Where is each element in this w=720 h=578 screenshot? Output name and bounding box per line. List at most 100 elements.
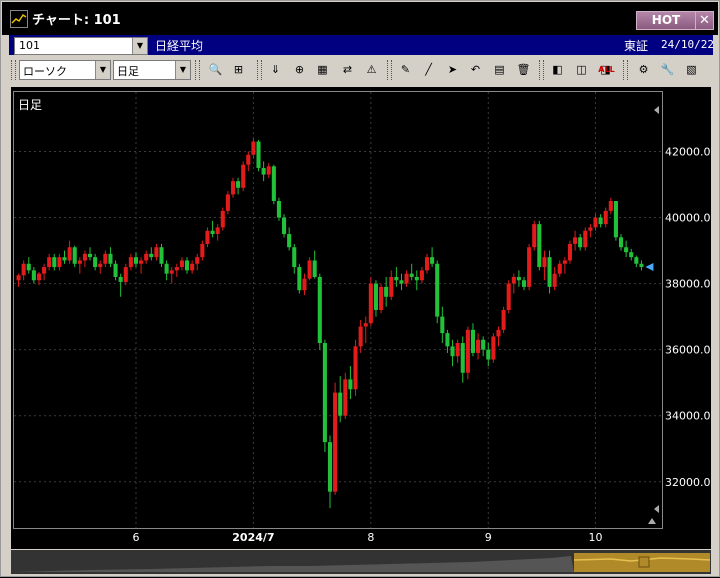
x-tick-label: 2024/7 (232, 531, 274, 544)
all-label[interactable]: ALL (598, 65, 615, 74)
candle-body (338, 392, 343, 416)
candle-body (542, 257, 547, 268)
candlestick-chart[interactable] (14, 92, 662, 528)
candle-body (552, 273, 557, 287)
candle-body (174, 267, 179, 271)
candle-body (455, 343, 460, 357)
chart-type-select[interactable]: ローソク ▼ (19, 60, 111, 80)
exchange-label: 東証 (624, 39, 649, 53)
undo-icon[interactable]: ↶ (470, 63, 481, 76)
y-tick-label: 34000.00 (665, 410, 711, 423)
candle-body (476, 339, 481, 353)
pencil-icon[interactable]: ✎ (400, 63, 411, 76)
candle-body (603, 210, 608, 225)
notes-icon[interactable]: ▤ (494, 63, 505, 76)
mid-range-icon[interactable]: ◫ (576, 63, 587, 76)
chevron-down-icon[interactable]: ▼ (95, 61, 110, 79)
toolbar-grip[interactable] (11, 60, 16, 80)
candle-body (154, 247, 159, 258)
candle-body (521, 280, 527, 287)
candle-body (629, 252, 634, 258)
wrench-icon[interactable]: 🔧 (660, 63, 675, 76)
chart-area[interactable]: 日足 32000.00 34000.00 36000.00 38000.00 40000… (11, 87, 711, 549)
settings-icon[interactable]: ⚙ (638, 63, 649, 76)
price-axis: 32000.00 34000.00 36000.00 38000.00 40000.00… (665, 145, 711, 489)
candle-body (113, 263, 118, 277)
toolbar-grip[interactable] (539, 60, 544, 80)
zoom-icon[interactable]: ⊕ (294, 63, 305, 76)
toolbar-grip[interactable] (257, 60, 262, 80)
candle-body (276, 201, 281, 218)
chart-type-value: ローソク (23, 65, 67, 78)
x-tick-label: 8 (367, 531, 374, 544)
candle-body (16, 275, 21, 281)
candle-body (200, 243, 205, 258)
candle-body (409, 273, 414, 277)
scroll-right-icon (648, 518, 656, 524)
candle-body (47, 257, 52, 268)
hot-button[interactable]: HOT (636, 11, 696, 30)
candle-body (236, 181, 241, 188)
candle-body (379, 286, 384, 310)
grid-icon[interactable]: ▦ (317, 63, 328, 76)
candle-body (62, 257, 67, 261)
period-select[interactable]: 日足 ▼ (113, 60, 191, 80)
symbol-code-combo[interactable]: 101 ▼ (14, 37, 148, 55)
candle-body (527, 247, 532, 287)
candle-body (271, 166, 276, 201)
candle-body (266, 166, 271, 175)
y-tick-label: 32000.00 (665, 476, 711, 489)
candle-body (77, 260, 82, 264)
plot-frame[interactable]: 日足 (13, 91, 663, 529)
x-tick-label: 10 (588, 531, 602, 544)
candle-body (312, 260, 317, 277)
range-navigator[interactable] (11, 550, 711, 574)
chevron-down-icon[interactable]: ▼ (132, 38, 147, 54)
toolbar-grip[interactable] (195, 60, 200, 80)
candle-body (424, 257, 430, 271)
candle-body (613, 201, 618, 238)
candle-body (93, 257, 98, 268)
chevron-down-icon[interactable]: ▼ (175, 61, 190, 79)
candle-body (118, 276, 123, 282)
delete-icon[interactable]: 🗑 (516, 63, 531, 76)
cursor-icon[interactable]: ⊞ (233, 63, 244, 76)
candle-body (618, 237, 624, 248)
toolbar-grip[interactable] (623, 60, 628, 80)
line-icon[interactable]: ╱ (425, 63, 432, 76)
candle-body (368, 283, 373, 324)
close-button[interactable]: ✕ (695, 11, 714, 30)
candle-body (144, 253, 149, 261)
candle-body (210, 230, 215, 235)
candle-body (322, 343, 327, 443)
title-bar[interactable]: チャート: 101 HOT ✕ (2, 2, 718, 35)
candle-body (399, 280, 404, 284)
candle-body (57, 257, 62, 268)
candle-body (639, 263, 644, 268)
right-range-icon[interactable]: ◨ (600, 63, 611, 76)
navigator-handle[interactable] (638, 556, 650, 568)
candle-body (373, 283, 378, 310)
navigator-overview[interactable] (11, 550, 711, 574)
scroll-up-icon (654, 106, 659, 114)
download-icon[interactable]: ⇓ (270, 63, 281, 76)
left-range-icon[interactable]: ◧ (552, 63, 563, 76)
candle-body (414, 276, 419, 281)
candle-body (353, 346, 358, 390)
y-tick-label: 36000.00 (665, 344, 711, 357)
candle-body (588, 227, 593, 231)
candle-body (302, 278, 307, 291)
alert-icon[interactable]: ⚠ (366, 63, 377, 76)
candle-body (246, 154, 251, 165)
search-icon[interactable]: 🔍 (208, 63, 223, 76)
candle-body (169, 270, 174, 274)
toolbar-grip[interactable] (387, 60, 392, 80)
candle-body (251, 141, 256, 155)
x-tick-label: 6 (132, 531, 139, 544)
candle-body (261, 167, 266, 175)
compare-icon[interactable]: ⇄ (342, 63, 353, 76)
candle-body (470, 329, 476, 353)
candle-body (103, 253, 108, 264)
palette-icon[interactable]: ▧ (686, 63, 697, 76)
pointer-icon[interactable]: ➤ (447, 63, 458, 76)
